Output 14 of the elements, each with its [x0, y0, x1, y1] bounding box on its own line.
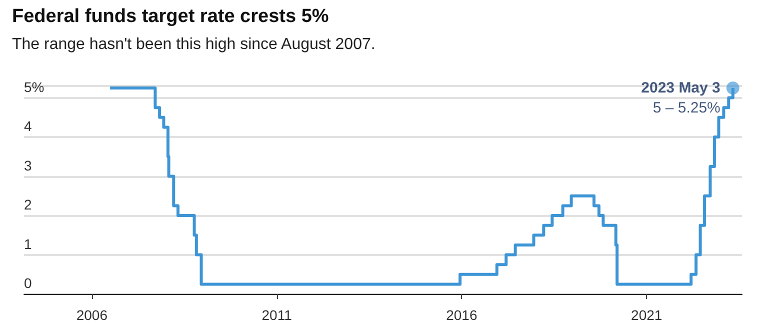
- chart-subtitle: The range hasn't been this high since August 2007.: [12, 36, 376, 54]
- x-tick-label: 2016: [446, 307, 478, 323]
- y-tick-label: 1: [24, 236, 32, 252]
- annotation: 2023 May 3: [641, 79, 720, 96]
- chart-title: Federal funds target rate crests 5%: [12, 6, 329, 28]
- y-tick-label: 5%: [24, 78, 44, 95]
- y-tick-label: 2: [24, 196, 32, 213]
- y-tick-label: 4: [24, 118, 32, 134]
- x-tick-label: 2011: [262, 307, 292, 323]
- x-tick-label: 2021: [631, 307, 662, 323]
- y-tick-label: 3: [24, 157, 32, 174]
- y-tick-label: 0: [24, 275, 32, 291]
- x-tick-label: 2006: [76, 307, 108, 323]
- annotation: 5 – 5.25%: [652, 99, 720, 116]
